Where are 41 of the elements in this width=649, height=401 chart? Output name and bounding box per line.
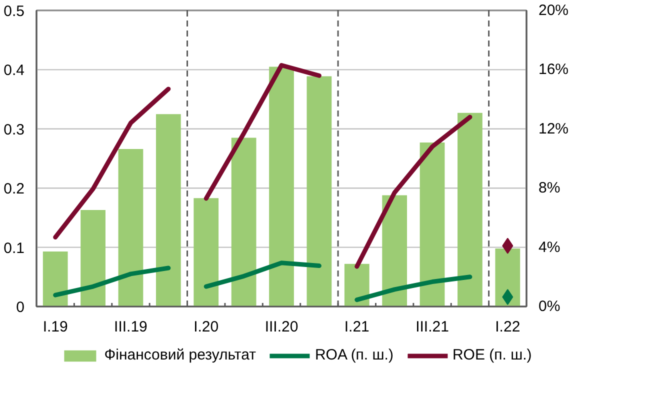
y-tick-label: 0.5: [4, 3, 25, 20]
bar: [118, 149, 144, 306]
x-tick-label: I.19: [42, 318, 68, 336]
bar: [80, 210, 106, 306]
y-tick-label: 0.4: [4, 62, 25, 80]
y2-tick-label: 0%: [538, 298, 560, 315]
y2-tick-label: 12%: [538, 120, 569, 138]
y2-tick-label: 20%: [538, 2, 569, 19]
bar: [156, 114, 181, 306]
x-tick-label: I.22: [495, 318, 520, 336]
y2-tick-label: 4%: [538, 238, 560, 256]
bar: [42, 251, 68, 306]
line-series: [204, 63, 322, 201]
y-tick-label: 0.1: [4, 240, 25, 257]
y2-tick-label: 8%: [538, 180, 560, 197]
line-series: [204, 260, 322, 289]
legend-label: Фінансовий результат: [104, 346, 256, 364]
line-series: [53, 266, 171, 298]
y-tick-label: 0: [16, 299, 24, 316]
y-tick-label: 0.3: [4, 121, 25, 138]
bar: [306, 76, 332, 306]
line-series: [354, 274, 472, 302]
y-tick-label: 0.2: [4, 180, 25, 198]
y2-tick-label: 16%: [538, 61, 569, 78]
bar: [420, 142, 445, 306]
bar: [458, 112, 482, 306]
bar: [344, 264, 370, 306]
bar: [495, 248, 520, 306]
x-tick-label: I.21: [344, 318, 370, 336]
line-series: [53, 86, 171, 240]
legend-label: ROA (п. ш.): [314, 346, 394, 364]
bar: [231, 138, 256, 306]
line-series: [354, 114, 472, 269]
x-tick-label: III.19: [114, 318, 148, 336]
bar: [269, 66, 294, 306]
legend-label: ROE (п. ш.): [452, 346, 532, 364]
bar: [194, 198, 219, 306]
x-tick-label: III.21: [416, 318, 449, 336]
bar: [382, 195, 408, 306]
x-tick-label: I.20: [194, 318, 219, 336]
x-tick-label: III.20: [264, 318, 298, 336]
